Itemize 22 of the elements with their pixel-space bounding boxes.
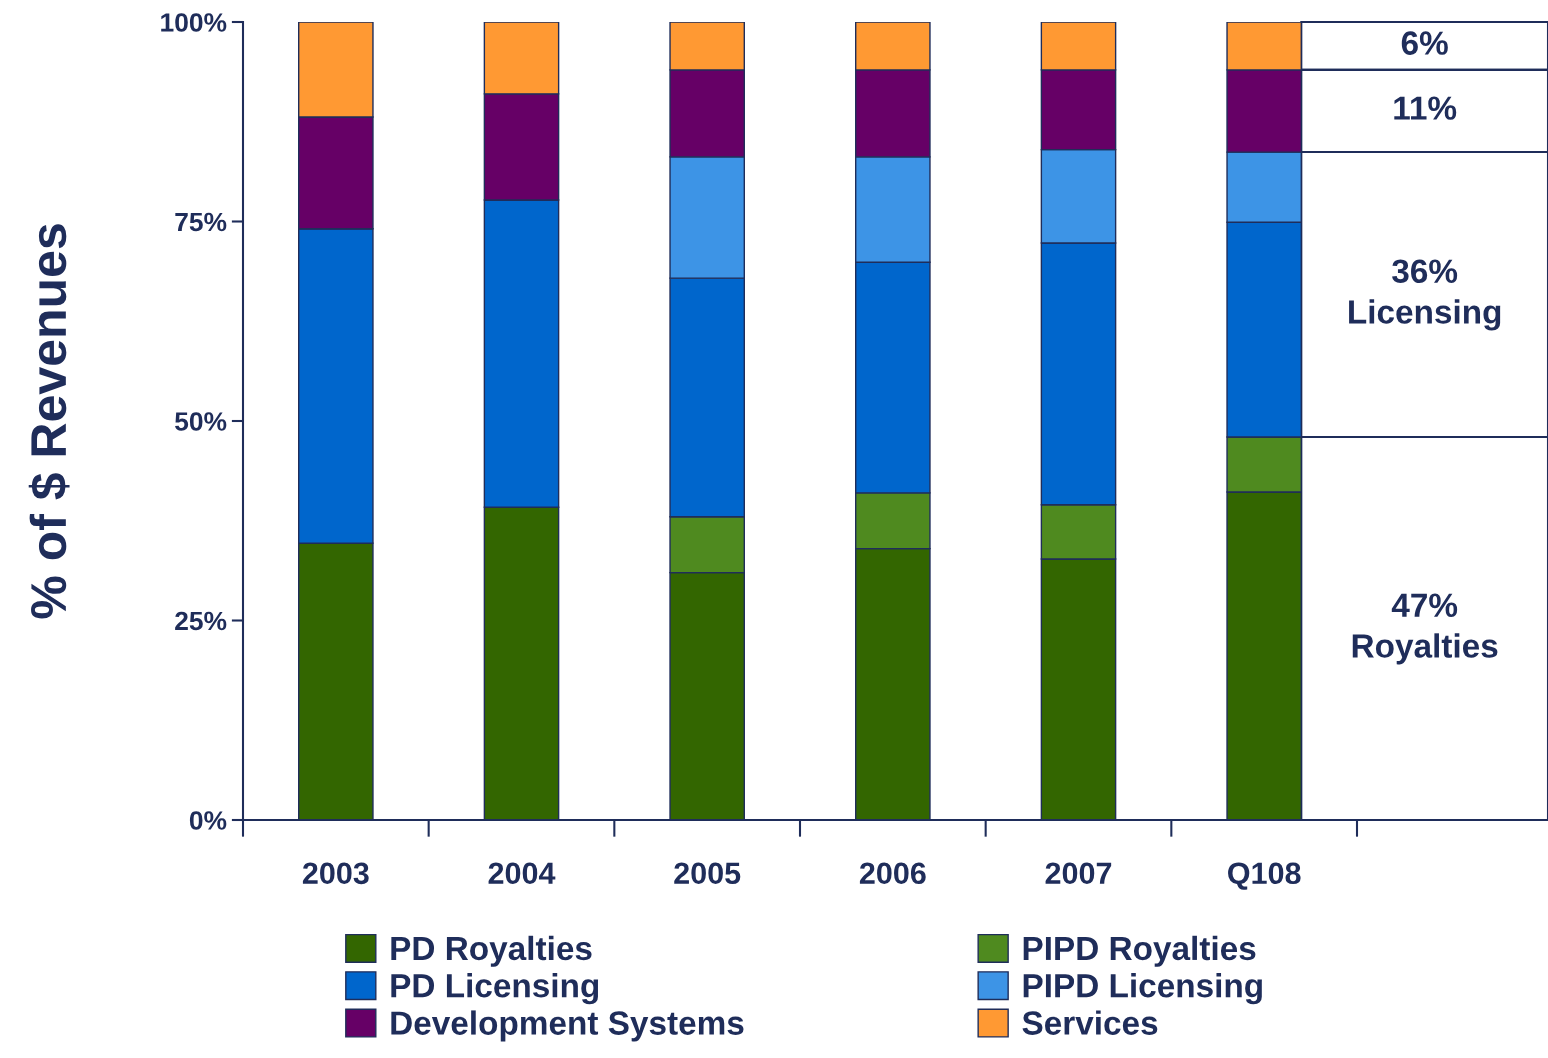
x-tick-label: 2003 xyxy=(302,862,369,885)
x-tick-label: 2006 xyxy=(859,862,926,885)
legend-label: Services xyxy=(1022,1010,1158,1035)
legend-label: PIPD Licensing xyxy=(1023,973,1262,1005)
y-axis-title: % of $ Revenues xyxy=(28,224,70,619)
band-label: 6% xyxy=(1401,31,1448,55)
band-label: 11% xyxy=(1394,96,1457,120)
x-tick-label: Q108 xyxy=(1228,862,1301,890)
x-tick-label: 2005 xyxy=(674,862,741,885)
y-tick-label: 75% xyxy=(175,212,227,232)
x-tick-label: 2007 xyxy=(1045,862,1112,885)
y-tick-label: 25% xyxy=(175,611,227,631)
x-tick-label: 2004 xyxy=(488,862,556,885)
legend-label: PD Royalties xyxy=(391,935,592,967)
y-tick-label: 0% xyxy=(189,811,227,830)
legend-label: Development Systems xyxy=(391,1010,744,1042)
y-tick-label: 50% xyxy=(175,412,227,431)
legend-label: PD Licensing xyxy=(391,973,599,1005)
band-label: 47% Royalties xyxy=(1352,593,1498,665)
y-tick-label: 100% xyxy=(161,13,227,32)
band-label: 36% Licensing xyxy=(1349,259,1501,331)
legend-label: PIPD Royalties xyxy=(1023,935,1256,967)
